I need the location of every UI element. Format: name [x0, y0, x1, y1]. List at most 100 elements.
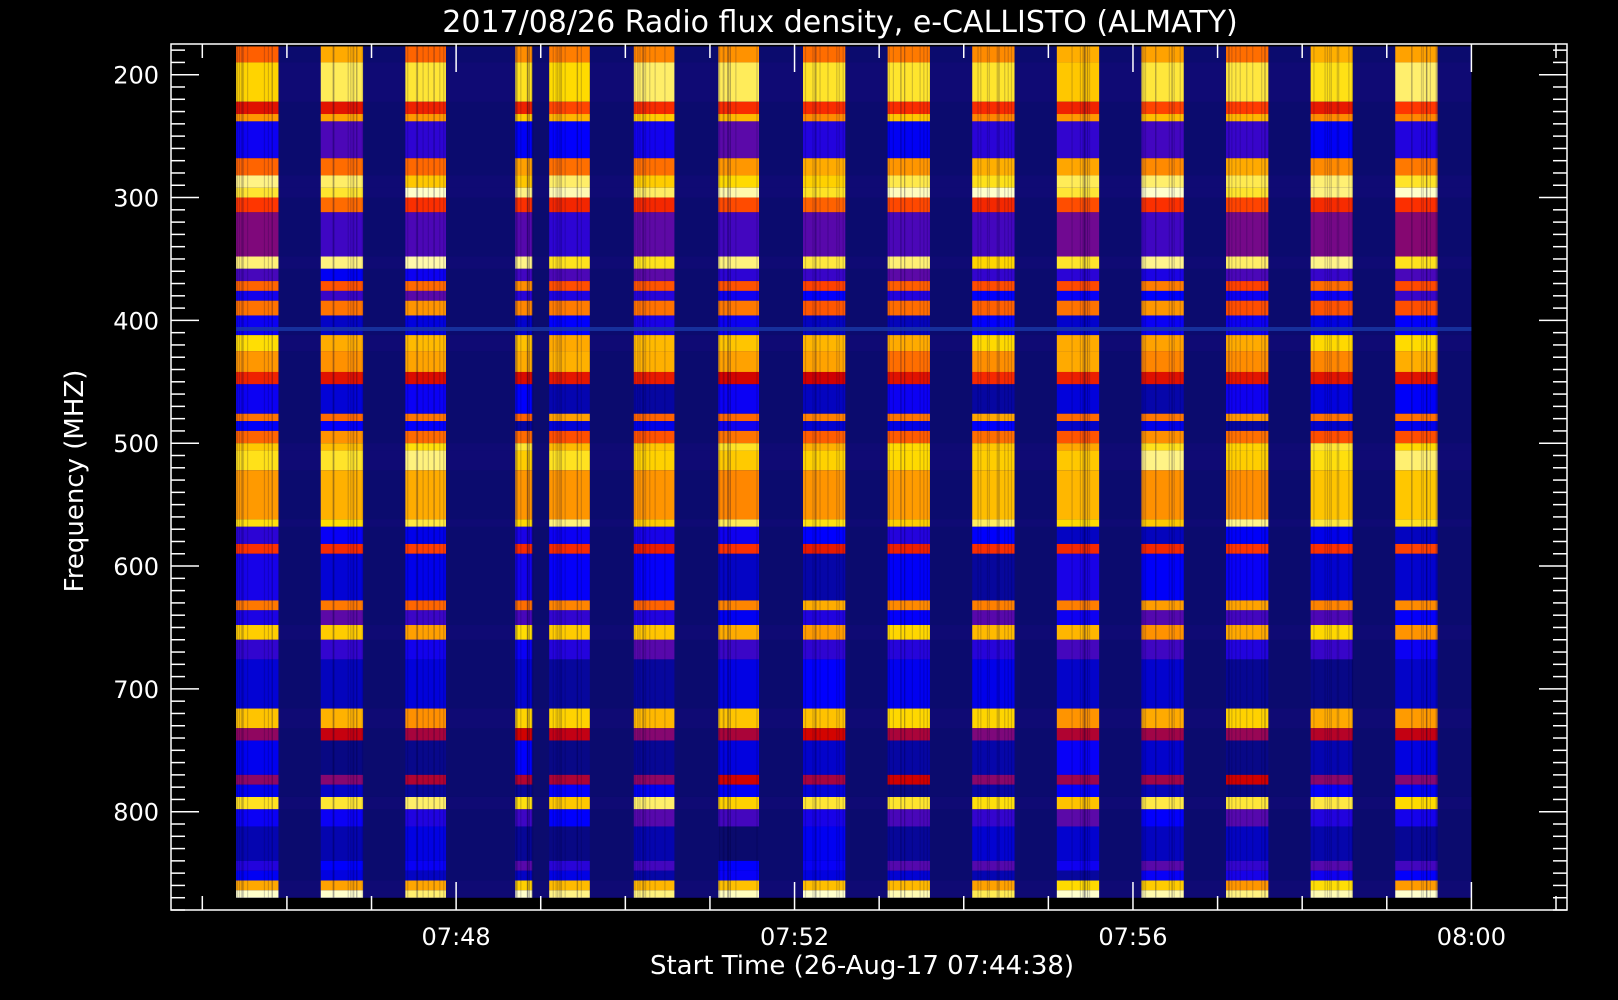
- emission-band: [1141, 256, 1184, 269]
- emission-band: [972, 784, 1015, 797]
- emission-band: [1226, 290, 1269, 301]
- emission-band: [1141, 46, 1184, 63]
- emission-band: [633, 46, 675, 63]
- texture-stripe: [1338, 46, 1340, 898]
- emission-band: [1310, 553, 1353, 601]
- emission-band: [718, 335, 760, 352]
- emission-band: [515, 62, 533, 102]
- emission-band: [633, 470, 675, 520]
- emission-band: [1226, 256, 1269, 269]
- emission-band: [1226, 543, 1269, 554]
- emission-band: [803, 625, 846, 640]
- emission-band: [718, 526, 760, 544]
- emission-band: [1310, 526, 1353, 544]
- emission-band: [320, 256, 364, 269]
- emission-band: [405, 114, 446, 122]
- emission-band: [405, 187, 446, 198]
- texture-stripe: [557, 46, 559, 898]
- emission-band: [718, 610, 760, 626]
- emission-band: [1056, 826, 1100, 861]
- emission-band: [1056, 384, 1100, 414]
- emission-band: [1310, 121, 1353, 159]
- emission-band: [1395, 371, 1438, 385]
- emission-band: [887, 430, 930, 444]
- emission-band: [887, 639, 930, 660]
- emission-band: [972, 430, 1015, 444]
- texture-stripe: [919, 46, 921, 898]
- emission-band: [633, 430, 675, 444]
- emission-band: [972, 809, 1015, 827]
- texture-stripe: [1429, 46, 1431, 898]
- emission-band: [972, 300, 1015, 316]
- emission-band: [1395, 421, 1438, 431]
- emission-band: [1141, 740, 1184, 775]
- emission-band: [1141, 543, 1184, 554]
- emission-band: [972, 62, 1015, 102]
- emission-band: [515, 774, 533, 785]
- emission-band: [1056, 187, 1100, 198]
- emission-column-4: [549, 46, 590, 898]
- emission-band: [320, 197, 364, 213]
- emission-band: [718, 281, 760, 291]
- emission-band: [803, 62, 846, 102]
- emission-band: [405, 101, 446, 115]
- texture-stripe: [520, 46, 522, 898]
- emission-band: [803, 300, 846, 316]
- emission-band: [405, 197, 446, 213]
- emission-band: [549, 639, 590, 660]
- texture-stripe: [727, 46, 729, 898]
- emission-band: [236, 870, 279, 881]
- emission-band: [236, 212, 279, 257]
- emission-band: [320, 351, 364, 372]
- emission-band: [549, 281, 590, 291]
- y-axis-label: Frequency (MHZ): [60, 370, 90, 593]
- emission-band: [1395, 543, 1438, 554]
- emission-band: [1056, 740, 1100, 775]
- emission-band: [1141, 880, 1184, 891]
- emission-band: [1141, 290, 1184, 301]
- emission-band: [803, 384, 846, 414]
- emission-band: [803, 639, 846, 660]
- emission-band: [887, 870, 930, 881]
- emission-band: [1141, 610, 1184, 626]
- emission-band: [320, 46, 364, 63]
- emission-band: [1395, 526, 1438, 544]
- emission-band: [1141, 526, 1184, 544]
- texture-stripe: [1420, 46, 1423, 898]
- emission-band: [1310, 158, 1353, 176]
- emission-band: [1141, 62, 1184, 102]
- emission-band: [405, 470, 446, 520]
- emission-band: [972, 870, 1015, 881]
- texture-stripe: [1264, 46, 1266, 898]
- emission-band: [549, 101, 590, 115]
- emission-band: [549, 870, 590, 881]
- emission-band: [803, 728, 846, 741]
- emission-band: [1141, 175, 1184, 188]
- emission-band: [1310, 784, 1353, 797]
- emission-band: [1395, 826, 1438, 861]
- emission-band: [236, 470, 279, 520]
- emission-band: [887, 256, 930, 269]
- emission-band: [718, 62, 760, 102]
- emission-band: [972, 256, 1015, 269]
- emission-band: [515, 46, 533, 63]
- emission-band: [887, 826, 930, 861]
- emission-band: [1395, 610, 1438, 626]
- emission-band: [803, 860, 846, 871]
- emission-column-7: [803, 46, 846, 898]
- emission-band: [1056, 256, 1100, 269]
- emission-band: [718, 371, 760, 385]
- y-tick-label: 600: [113, 553, 159, 581]
- emission-band: [320, 335, 364, 352]
- emission-band: [236, 335, 279, 352]
- emission-band: [1141, 101, 1184, 115]
- emission-band: [1056, 300, 1100, 316]
- texture-stripe: [564, 46, 566, 898]
- texture-stripe: [1141, 46, 1143, 898]
- emission-band: [1226, 728, 1269, 741]
- emission-band: [405, 639, 446, 660]
- emission-band: [515, 290, 533, 301]
- emission-band: [549, 708, 590, 729]
- quiet-band-26: [236, 519, 1472, 527]
- emission-band: [320, 421, 364, 431]
